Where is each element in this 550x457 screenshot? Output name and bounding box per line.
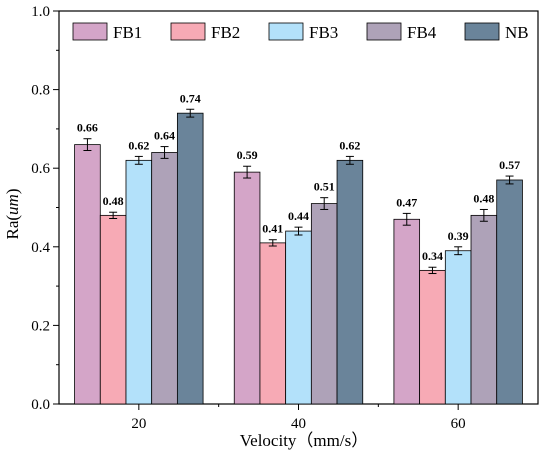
legend-swatch (366, 22, 402, 41)
y-tick-label: 1.0 (31, 4, 50, 20)
data-label: 0.57 (499, 158, 520, 172)
data-label: 0.48 (473, 191, 494, 205)
y-axis-title: Ra(um) (3, 189, 22, 240)
legend-label: FB3 (309, 23, 338, 42)
y-tick-label: 0.8 (31, 83, 50, 99)
y-axis-title-prefix: Ra( (3, 215, 22, 240)
bar (496, 179, 523, 405)
bar (336, 159, 364, 405)
bar (310, 203, 338, 405)
data-label: 0.34 (422, 249, 443, 263)
data-label: 0.51 (314, 180, 335, 194)
x-tick-label: 20 (131, 416, 146, 432)
legend-swatch (170, 22, 206, 41)
data-label: 0.74 (180, 91, 201, 105)
legend-label: FB2 (211, 23, 240, 42)
bar (151, 152, 178, 405)
bar (233, 171, 261, 405)
data-label: 0.64 (154, 129, 175, 143)
bar (393, 218, 421, 405)
y-tick-label: 0.0 (31, 397, 50, 413)
bar (470, 214, 498, 405)
y-tick-label: 0.4 (31, 240, 50, 256)
x-tick-label: 40 (291, 416, 306, 432)
data-label: 0.59 (237, 148, 258, 162)
bar (444, 250, 472, 405)
legend-label: FB1 (113, 23, 142, 42)
legend-swatch (72, 22, 108, 41)
x-axis-title: Velocity（mm/s） (240, 431, 368, 450)
legend-swatch (464, 22, 500, 41)
bar (176, 112, 204, 405)
y-axis-title-suffix: ) (3, 189, 22, 195)
bar (259, 242, 287, 405)
data-label: 0.62 (128, 138, 149, 152)
legend-swatch (268, 22, 304, 41)
legend-label: NB (505, 23, 529, 42)
data-label: 0.39 (448, 229, 469, 243)
data-label: 0.44 (288, 209, 309, 223)
data-label: 0.47 (396, 195, 417, 209)
data-label: 0.41 (262, 222, 283, 236)
bar (125, 159, 153, 405)
bar (74, 144, 101, 405)
data-label: 0.62 (339, 138, 360, 152)
data-label: 0.48 (103, 194, 124, 208)
legend-label: FB4 (407, 23, 437, 42)
x-tick-label: 60 (451, 416, 466, 432)
y-axis-title-unit: um (3, 194, 22, 215)
bar (419, 269, 446, 405)
y-tick-label: 0.2 (31, 318, 50, 334)
y-tick-label: 0.6 (31, 161, 50, 177)
data-label: 0.66 (77, 121, 98, 135)
bar (285, 230, 312, 405)
bar (99, 214, 127, 405)
